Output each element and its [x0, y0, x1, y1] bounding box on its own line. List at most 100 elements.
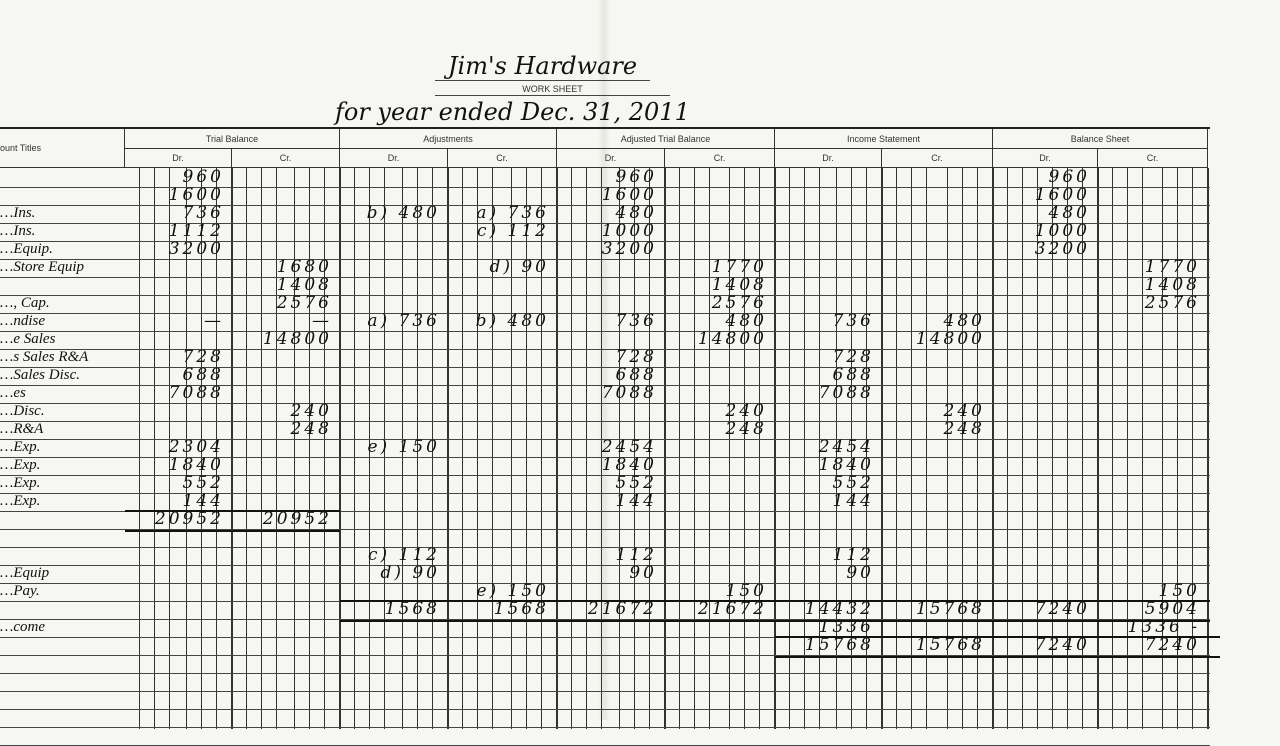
amount-cell: 736: [832, 311, 874, 331]
amount-cell: 552: [832, 473, 874, 493]
row-rule: [0, 691, 1210, 692]
total-rule: [125, 510, 340, 512]
amount-cell: b) 480: [475, 311, 549, 331]
account-title: …es: [0, 385, 26, 401]
row-rule: [0, 277, 1210, 278]
amount-cell: 3200: [601, 239, 657, 259]
account-title: [0, 599, 122, 619]
account-title: …Ins.: [0, 223, 36, 239]
cr-header: Cr.: [882, 149, 993, 168]
amount-cell: 7088: [818, 383, 874, 403]
row-rule: [0, 709, 1210, 710]
account-title: [0, 275, 122, 295]
amount-cell: 248: [943, 419, 985, 439]
amount-cell: 14432: [804, 599, 874, 619]
amount-cell: 2576: [1144, 293, 1200, 313]
amount-cell: c) 112: [476, 221, 549, 241]
amount-cell: 1600: [601, 185, 657, 205]
row-rule: [0, 331, 1210, 332]
row-rule: [0, 385, 1210, 386]
total-rule: [125, 530, 340, 532]
row-rule: [0, 241, 1210, 242]
amount-cell: 1112: [168, 221, 224, 241]
row-rule: [0, 223, 1210, 224]
row-rule: [0, 727, 1210, 728]
amount-cell: a) 736: [476, 203, 549, 223]
amount-cell: 3200: [168, 239, 224, 259]
amount-cell: 240: [943, 401, 985, 421]
amount-cell: 21672: [697, 599, 767, 619]
amount-cell: 480: [943, 311, 985, 331]
row-rule: [0, 547, 1210, 548]
total-rule: [340, 600, 1210, 602]
dr-header: Dr.: [125, 149, 232, 168]
amount-cell: 1408: [1144, 275, 1200, 295]
company-name: Jim's Hardware: [435, 52, 650, 81]
amount-cell: 112: [615, 545, 657, 565]
amount-cell: e) 150: [476, 581, 549, 601]
dr-header: Dr.: [993, 149, 1098, 168]
period-title: for year ended Dec. 31, 2011: [335, 98, 690, 126]
account-title: …Equip.: [0, 241, 53, 257]
money-column: [775, 168, 883, 729]
amount-cell: 248: [725, 419, 767, 439]
row-rule: [0, 673, 1210, 674]
account-title: …Exp.: [0, 493, 41, 509]
row-rule: [0, 187, 1210, 188]
amount-cell: 5904: [1144, 599, 1200, 619]
amount-cell: 15768: [915, 635, 985, 655]
row-rule: [0, 511, 1210, 512]
amount-cell: 1600: [1034, 185, 1090, 205]
account-title: …Equip: [0, 565, 50, 581]
money-column: [232, 168, 341, 729]
dr-header: Dr.: [557, 149, 665, 168]
amount-cell: 7240: [1034, 635, 1090, 655]
amount-cell: 150: [1158, 581, 1200, 601]
amount-cell: 248: [290, 419, 332, 439]
amount-cell: 1000: [601, 221, 657, 241]
amount-cell: —: [204, 311, 224, 331]
group-header: Trial Balance: [125, 129, 340, 149]
account-title: …ndise: [0, 313, 45, 329]
account-title: …R&A: [0, 421, 44, 437]
money-column: [557, 168, 666, 729]
amount-cell: 728: [615, 347, 657, 367]
row-rule: [0, 367, 1210, 368]
total-rule: [775, 656, 1220, 658]
row-rule: [0, 655, 1210, 656]
group-header: Adjustments: [340, 129, 557, 149]
account-title: [0, 635, 122, 655]
amount-cell: e) 150: [367, 437, 440, 457]
amount-cell: d) 90: [380, 563, 440, 583]
amount-cell: 150: [725, 581, 767, 601]
amount-cell: 688: [832, 365, 874, 385]
row-rule: [0, 349, 1210, 350]
row-rule: [0, 529, 1210, 530]
row-rule: [0, 205, 1210, 206]
amount-cell: 1336 -: [1127, 617, 1200, 637]
amount-cell: 1840: [601, 455, 657, 475]
amount-cell: 1568: [384, 599, 440, 619]
row-rule: [0, 565, 1210, 566]
account-title: …Exp.: [0, 475, 41, 491]
amount-cell: —: [312, 311, 332, 331]
account-title: [0, 527, 122, 547]
amount-cell: 240: [290, 401, 332, 421]
money-column: [1098, 168, 1209, 729]
amount-cell: 1600: [168, 185, 224, 205]
amount-cell: 144: [182, 491, 224, 511]
row-rule: [0, 619, 1210, 620]
money-column: [665, 168, 776, 729]
row-rule: [0, 439, 1210, 440]
amount-cell: 960: [1048, 167, 1090, 187]
amount-cell: 480: [615, 203, 657, 223]
account-title: …Pay.: [0, 583, 40, 599]
row-rule: [0, 457, 1210, 458]
amount-cell: 90: [629, 563, 657, 583]
amount-cell: 1840: [818, 455, 874, 475]
amount-cell: 7088: [601, 383, 657, 403]
amount-cell: 90: [846, 563, 874, 583]
amount-cell: 552: [615, 473, 657, 493]
row-rule: [0, 583, 1210, 584]
cr-header: Cr.: [232, 149, 340, 168]
